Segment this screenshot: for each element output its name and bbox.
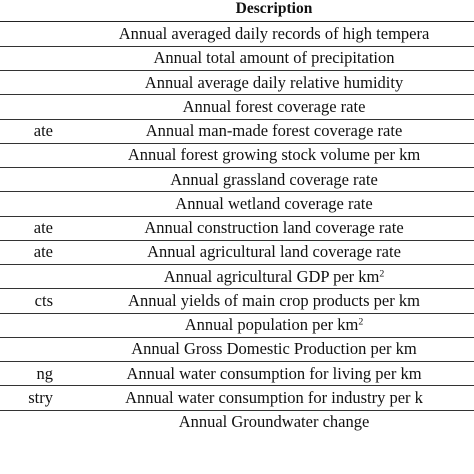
row-description: Annual population per km2 [185,313,364,337]
row-divider [0,264,474,265]
row-description-superscript: 2 [379,268,385,280]
row-divider [0,118,474,120]
row-description-text: Annual total amount of precipitation [153,48,395,68]
row-divider [0,142,474,144]
row-description: Annual water consumption for industry pe… [125,386,423,410]
row-description-text: Annual agricultural GDP per km [163,266,380,286]
row-divider [0,239,474,241]
row-description: Annual forest coverage rate [183,95,366,119]
row-description-text: Annual grassland coverage rate [170,169,378,189]
row-description: Annual grassland coverage rate [170,168,378,192]
row-description: Annual total amount of precipitation [153,46,394,70]
row-description: Annual man-made forest coverage rate [146,119,403,143]
row-name: stry [28,387,53,407]
row-description: Annual construction land coverage rate [144,216,403,240]
row-description: Annual averaged daily records of high te… [119,22,430,46]
row-description-text: Annual forest growing stock volume per k… [127,145,421,165]
row-description: Annual agricultural GDP per km2 [164,265,385,289]
row-divider [0,94,474,96]
row-name: cts [34,290,53,310]
row-name: ate [33,218,53,237]
row-divider [0,167,474,168]
row-description-superscript: 2 [358,316,364,328]
row-description: Annual forest growing stock volume per k… [128,143,420,167]
row-description-text: Annual water consumption for industry pe… [125,387,423,407]
row-divider [0,215,474,217]
row-description-text: Annual population per km [184,315,359,334]
row-description-text: Annual forest coverage rate [182,96,366,116]
row-divider [0,288,474,290]
row-divider [0,191,474,193]
row-description-text: Annual agricultural land coverage rate [147,242,401,262]
row-description: Annual Groundwater change [179,410,370,434]
row-description: Annual agricultural land coverage rate [147,240,401,264]
row-description: Annual wetland coverage rate [175,192,372,216]
header-rule [0,21,474,22]
row-description: Annual yields of main crop products per … [128,289,420,313]
row-description-text: Annual averaged daily records of high te… [118,24,430,43]
row-description-text: Annual Gross Domestic Production per km [131,339,417,359]
row-divider [0,336,474,338]
row-name: ate [33,242,53,262]
row-name: ng [36,363,54,383]
row-divider [0,45,474,47]
row-divider [0,312,474,314]
row-description-text: Annual yields of main crop products per … [128,290,420,310]
row-description-text: Annual construction land coverage rate [144,218,404,237]
row-description: Annual water consumption for living per … [126,362,421,386]
row-divider [0,361,474,362]
row-description: Annual Gross Domestic Production per km [131,337,417,361]
header-description: Description [235,0,313,17]
row-description: Annual average daily relative humidity [145,71,403,95]
row-divider [0,70,474,71]
row-divider [0,409,474,411]
row-description-text: Annual man-made forest coverage rate [145,121,403,140]
row-description-text: Annual water consumption for living per … [126,363,422,383]
row-description-text: Annual Groundwater change [178,412,370,431]
row-name: ate [33,121,53,140]
row-description-text: Annual wetland coverage rate [175,193,373,213]
row-divider [0,385,474,387]
row-description-text: Annual average daily relative humidity [144,72,404,92]
